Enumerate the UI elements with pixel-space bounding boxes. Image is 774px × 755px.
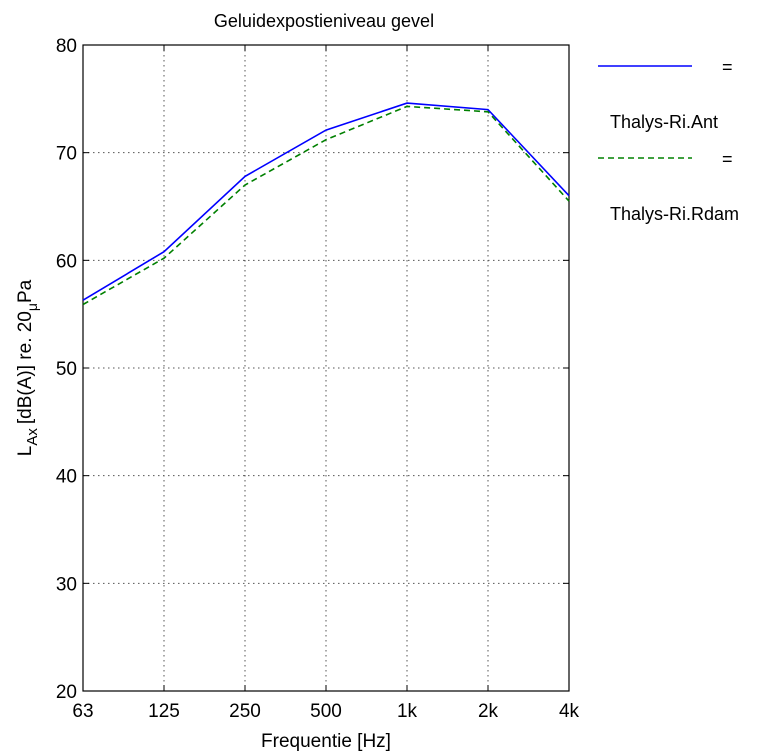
y-tick-label: 20 bbox=[56, 682, 77, 703]
y-tick-label: 40 bbox=[56, 467, 77, 488]
y-axis-ticks: 20 30 40 50 60 70 80 bbox=[56, 36, 569, 703]
y-tick-label: 60 bbox=[56, 251, 77, 272]
x-tick-label: 500 bbox=[310, 701, 342, 722]
legend: =Thalys-Ri.Ant=Thalys-Ri.Rdam bbox=[598, 57, 739, 224]
series-line-2 bbox=[82, 105, 570, 306]
y-tick-label: 80 bbox=[56, 36, 77, 57]
chart-title: Geluidexpostieniveau gevel bbox=[214, 11, 434, 31]
series-line-1 bbox=[82, 102, 570, 301]
x-tick-label: 250 bbox=[229, 701, 261, 722]
grid-lines bbox=[83, 45, 569, 691]
y-tick-label: 70 bbox=[56, 144, 77, 165]
x-axis-label: Frequentie [Hz] bbox=[261, 731, 391, 752]
x-tick-label: 1k bbox=[397, 701, 418, 722]
y-axis-label-subscript: Ax bbox=[24, 428, 41, 446]
y-axis-label-unit: [dB(A)] re. 20 bbox=[15, 311, 36, 424]
legend-label-1: Thalys-Ri.Ant bbox=[610, 112, 718, 132]
legend-label-2: Thalys-Ri.Rdam bbox=[610, 204, 739, 224]
x-axis-ticks: 63 125 250 500 1k 2k 4k bbox=[72, 45, 580, 722]
x-tick-label: 63 bbox=[72, 701, 93, 722]
legend-equals-2: = bbox=[722, 149, 733, 169]
x-tick-label: 4k bbox=[559, 701, 580, 722]
series-lines bbox=[82, 102, 570, 306]
y-axis-label: LAx [dB(A)] re. 20μPa bbox=[15, 279, 41, 456]
legend-equals-1: = bbox=[722, 57, 733, 77]
y-axis-label-main: L bbox=[15, 446, 36, 457]
x-tick-label: 2k bbox=[478, 701, 499, 722]
y-axis-label-tail: Pa bbox=[15, 279, 36, 303]
plot-frame bbox=[82, 44, 570, 692]
y-tick-label: 30 bbox=[56, 574, 77, 595]
x-tick-label: 125 bbox=[148, 701, 180, 722]
y-tick-label: 50 bbox=[56, 359, 77, 380]
y-axis-label-mu: μ bbox=[24, 303, 40, 311]
